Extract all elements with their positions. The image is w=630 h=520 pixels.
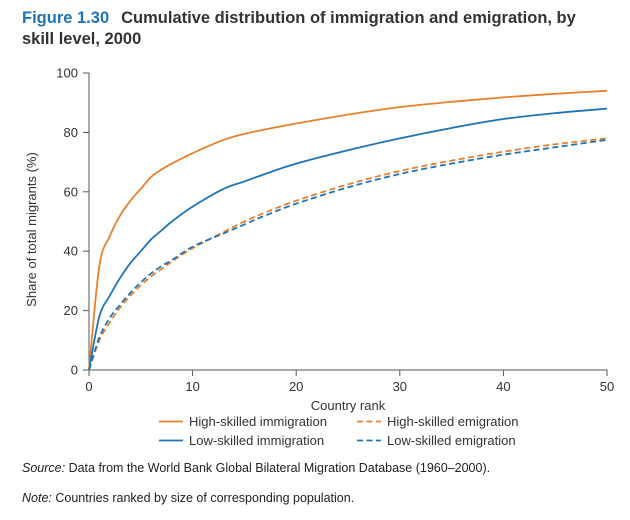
figure-title-block: Figure 1.30 Cumulative distribution of im… <box>22 8 612 50</box>
series-line-high-skilled-emigration <box>88 137 608 371</box>
legend-label-high-skilled-emigration: High-skilled emigration <box>387 414 519 429</box>
series-line-low-skilled-immigration <box>88 107 608 371</box>
note-text: Countries ranked by size of correspondin… <box>55 491 355 505</box>
source-text: Data from the World Bank Global Bilatera… <box>68 461 491 475</box>
x-tick-label: 50 <box>600 379 614 394</box>
footnote: Note: Countries ranked by size of corres… <box>22 491 354 505</box>
y-tick-label: 40 <box>64 244 78 259</box>
legend-label-low-skilled-immigration: Low-skilled immigration <box>189 433 324 448</box>
x-tick-label: 30 <box>393 379 407 394</box>
x-tick-label: 0 <box>85 379 92 394</box>
legend-label-low-skilled-emigration: Low-skilled emigration <box>387 433 516 448</box>
figure-title: Cumulative distribution of immigration a… <box>22 9 576 48</box>
y-tick-label: 60 <box>64 184 78 199</box>
y-tick-label: 100 <box>56 66 78 81</box>
x-tick-label: 20 <box>289 379 303 394</box>
series-line-high-skilled-immigration <box>88 89 608 371</box>
figure-number: Figure 1.30 <box>22 9 110 27</box>
y-axis-label: Share of total migrants (%) <box>24 152 39 307</box>
line-chart: 0 20 40 60 80 100 0 10 20 30 40 50 Country rank Share… <box>24 66 614 449</box>
y-tick-label: 80 <box>64 125 78 140</box>
series-line-low-skilled-emigration <box>88 138 608 371</box>
y-tick-label: 0 <box>71 363 78 378</box>
x-tick-label: 40 <box>496 379 510 394</box>
x-axis-label: Country rank <box>311 398 386 413</box>
x-tick-label: 10 <box>185 379 199 394</box>
legend-label-high-skilled-immigration: High-skilled immigration <box>189 414 327 429</box>
note-label: Note: <box>22 491 52 505</box>
source-note: Source: Data from the World Bank Global … <box>22 461 490 475</box>
y-tick-label: 20 <box>64 303 78 318</box>
source-label: Source: <box>22 461 66 475</box>
